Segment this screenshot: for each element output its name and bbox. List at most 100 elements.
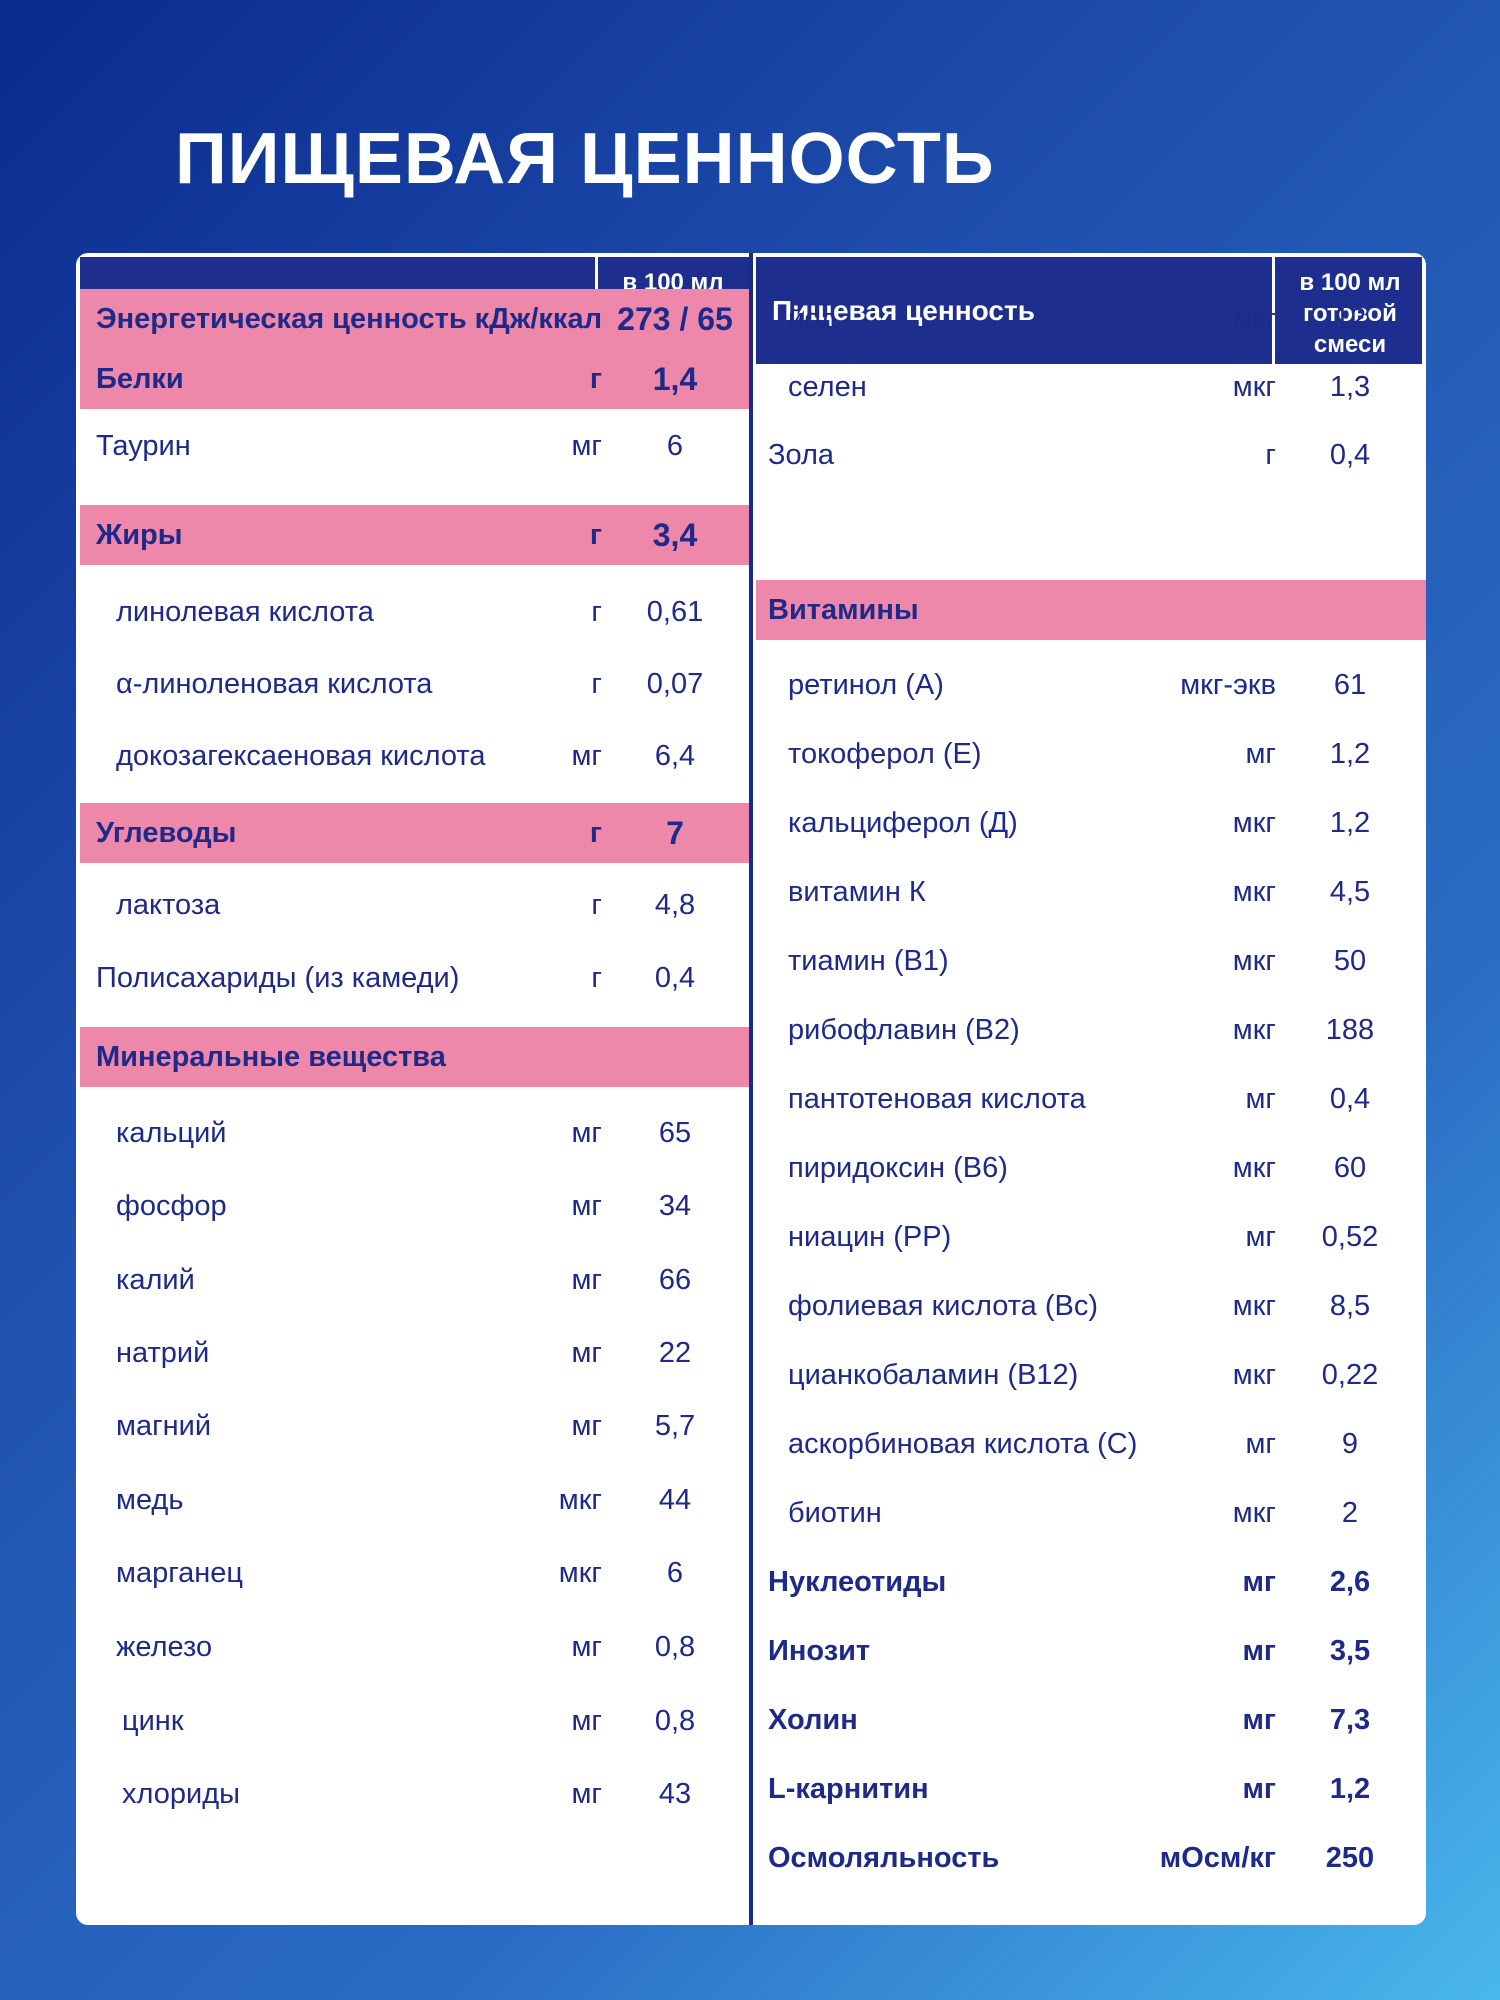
nutrient-unit: г — [591, 962, 602, 994]
table-row: кальций мг 65 — [80, 1103, 752, 1163]
table-row: Углеводы г 7 — [80, 803, 752, 863]
nutrient-unit: мг — [571, 1410, 602, 1442]
nutrient-unit: мг — [571, 1190, 602, 1222]
table-row: Нуклеотиды мг 2,6 — [760, 1552, 1426, 1612]
nutrient-value: 4,8 — [654, 889, 696, 921]
header-value-label: в 100 мл готовой смеси — [1299, 269, 1401, 358]
table-row: фолиевая кислота (Вс) мкг 8,5 — [760, 1276, 1426, 1336]
nutrient-name: Полисахариды (из камеди) — [96, 962, 460, 994]
nutrient-name: витамин К — [788, 876, 926, 908]
table-row: рибофлавин (В2) мкг 188 — [760, 1000, 1426, 1060]
nutrient-name: Минеральные вещества — [96, 1041, 446, 1073]
nutrient-value: 2,6 — [1329, 1566, 1371, 1598]
nutrient-value: 4,5 — [1329, 876, 1371, 908]
nutrient-value: 1,2 — [1329, 1773, 1371, 1805]
nutrient-name: Инозит — [768, 1635, 871, 1667]
table-row: Витамины — [756, 580, 1426, 640]
nutrient-name: железо — [116, 1631, 213, 1663]
nutrient-name: хлориды — [122, 1778, 240, 1810]
table-row: Холин мг 7,3 — [760, 1690, 1426, 1750]
table-row: натрий мг 22 — [80, 1323, 752, 1383]
table-row: цианкобаламин (В12) мкг 0,22 — [760, 1345, 1426, 1405]
nutrient-name: аскорбиновая кислота (С) — [788, 1428, 1138, 1460]
nutrient-value: 0,8 — [654, 1631, 696, 1663]
nutrient-unit: мкг — [1232, 371, 1276, 403]
nutrient-name: фосфор — [116, 1190, 227, 1222]
table-row: Энергетическая ценность кДж/ккал 273 / 65 — [80, 289, 752, 349]
nutrient-unit: мг — [1245, 1428, 1276, 1460]
table-row: Инозит мг 3,5 — [760, 1621, 1426, 1681]
nutrient-value: 65 — [658, 1117, 692, 1149]
nutrient-value: 5,7 — [654, 1410, 696, 1442]
nutrient-unit: мкг — [1232, 876, 1276, 908]
nutrient-unit: мг — [571, 1778, 602, 1810]
nutrient-value: 6,4 — [654, 740, 696, 772]
nutrient-value: 0,52 — [1321, 1221, 1379, 1253]
nutrient-value: 66 — [658, 1264, 692, 1296]
nutrient-name: тиамин (В1) — [788, 945, 949, 977]
nutrient-unit: мкг — [558, 1557, 602, 1589]
nutrient-unit: г — [591, 668, 602, 700]
nutrient-name: Углеводы — [96, 817, 237, 849]
nutrient-value: 7 — [666, 815, 684, 851]
table-row: токоферол (Е) мг 1,2 — [760, 724, 1426, 784]
nutrient-unit: г — [1265, 439, 1276, 471]
nutrient-unit: мкг — [1232, 1497, 1276, 1529]
nutrient-unit: г — [591, 596, 602, 628]
table-row: марганец мкг 6 — [80, 1543, 752, 1603]
nutrient-name: калий — [116, 1264, 195, 1296]
table-row: хлориды мг 43 — [80, 1764, 752, 1824]
table-row: Таурин мг 6 — [80, 416, 752, 476]
table-row: аскорбиновая кислота (С) мг 9 — [760, 1414, 1426, 1474]
table-row: йод мкг 12 — [760, 289, 1426, 349]
nutrient-name: цианкобаламин (В12) — [788, 1359, 1079, 1391]
nutrient-value: 0,4 — [654, 962, 696, 994]
nutrient-value: 50 — [1333, 945, 1367, 977]
nutrient-value: 22 — [658, 1337, 692, 1369]
nutrient-value: 8,5 — [1329, 1290, 1371, 1322]
nutrient-name: α-линоленовая кислота — [116, 668, 433, 700]
nutrient-name: кальциферол (Д) — [788, 807, 1018, 839]
nutrient-unit: мкг — [1232, 1359, 1276, 1391]
nutrient-unit: мкг — [1232, 1152, 1276, 1184]
nutrient-unit: мкг — [1232, 807, 1276, 839]
nutrient-name: йод — [788, 303, 837, 335]
nutrient-unit: мОсм/кг — [1159, 1842, 1276, 1874]
nutrient-value: 1,2 — [1329, 738, 1371, 770]
nutrient-unit: мг — [1242, 1566, 1276, 1598]
table-row: Минеральные вещества — [80, 1027, 752, 1087]
nutrient-value: 61 — [1333, 669, 1367, 701]
table-row: медь мкг 44 — [80, 1470, 752, 1530]
nutrient-name: магний — [116, 1410, 212, 1442]
nutrient-unit: мг — [571, 1117, 602, 1149]
nutrient-unit: г — [589, 817, 602, 849]
nutrient-value: 188 — [1325, 1014, 1375, 1046]
nutrient-name: натрий — [116, 1337, 210, 1369]
nutrient-value: 0,22 — [1321, 1359, 1379, 1391]
nutrient-value: 7,3 — [1329, 1704, 1371, 1736]
nutrient-unit: мг — [571, 1264, 602, 1296]
nutrient-unit: мг — [571, 740, 602, 772]
nutrient-value: 6 — [666, 1557, 684, 1589]
nutrient-value: 44 — [658, 1484, 692, 1516]
nutrient-name: пантотеновая кислота — [788, 1083, 1086, 1115]
table-row: тиамин (В1) мкг 50 — [760, 931, 1426, 991]
nutrient-name: Нуклеотиды — [768, 1566, 947, 1598]
nutrient-name: Белки — [96, 363, 184, 395]
table-row: Белки г 1,4 — [80, 349, 752, 409]
table-row: кальциферол (Д) мкг 1,2 — [760, 793, 1426, 853]
table-row: лактоза г 4,8 — [80, 875, 752, 935]
nutrient-name: Витамины — [768, 594, 919, 626]
table-row: пиридоксин (В6) мкг 60 — [760, 1138, 1426, 1198]
table-row: калий мг 66 — [80, 1250, 752, 1310]
nutrient-unit: мкг — [1232, 1014, 1276, 1046]
table-row: ретинол (А) мкг-экв 61 — [760, 655, 1426, 715]
nutrient-value: 0,61 — [646, 596, 704, 628]
nutrient-name: токоферол (Е) — [788, 738, 982, 770]
header-divider — [1272, 257, 1275, 364]
right-header: Пищевая ценность в 100 мл готовой смеси — [756, 257, 1422, 364]
nutrient-value: 3,4 — [652, 517, 698, 553]
nutrient-unit: мг — [571, 1631, 602, 1663]
nutrient-value: 1,3 — [1329, 371, 1371, 403]
table-row: Полисахариды (из камеди) г 0,4 — [80, 948, 752, 1008]
